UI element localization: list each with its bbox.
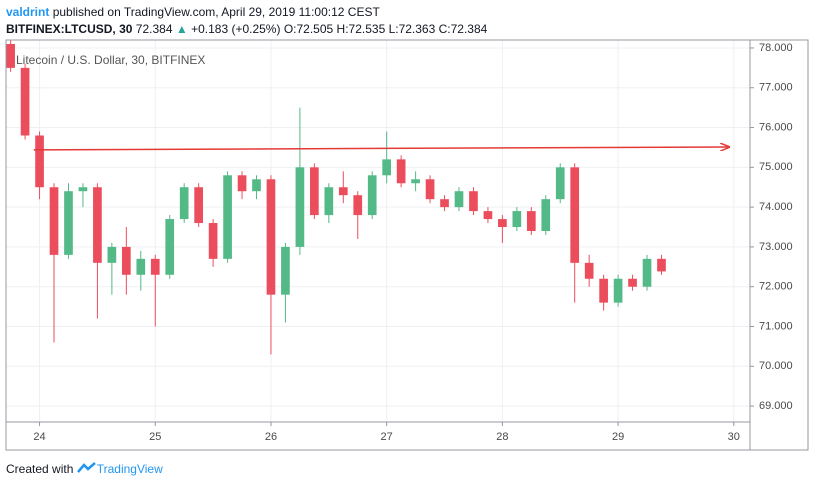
candle-body [237,175,247,192]
trend-line [33,147,729,150]
last: 72.384 [135,22,173,36]
candle-body [396,159,406,184]
candle-body [570,167,580,263]
y-tick-label: 73.000 [759,241,793,253]
candle-body [498,219,507,228]
candle-body [642,258,652,287]
header-line: valdrint published on TradingView.com, A… [6,5,380,19]
candle-body [367,175,377,216]
candle-body [599,278,608,303]
candle-body [136,258,146,275]
candle-body [194,187,203,224]
x-tick-label: 28 [496,431,508,443]
candle-body [93,187,102,263]
candle-body [295,167,305,247]
x-tick-label: 27 [381,431,393,443]
candle-body [628,278,637,287]
x-tick-label: 25 [149,431,161,443]
x-tick-label: 24 [33,431,45,443]
candle-body [555,167,565,200]
candle-body [584,262,594,279]
published: published on TradingView.com, April 29, … [52,5,380,19]
y-axis-box [749,39,809,451]
candle-body [252,179,261,192]
candle-body [454,191,464,208]
candle-body [107,246,117,263]
candle-body [6,43,15,68]
y-tick-label: 75.000 [759,161,793,173]
y-tick-label: 78.000 [759,42,793,54]
candle-body [64,191,73,255]
candle-body [223,175,232,259]
chart: Litecoin / U.S. Dollar, 30, BITFINEX 69.… [5,39,809,451]
x-axis-box [5,421,751,451]
candle-body [78,187,88,192]
candle-body [20,67,30,136]
y-tick-label: 70.000 [759,360,793,372]
candle-body [338,187,348,196]
candle-body [425,179,435,200]
symbol: BITFINEX:LTCUSD, 30 [6,22,133,36]
candle-body [440,199,449,208]
candle-body [324,187,334,216]
x-tick-label: 30 [728,431,740,443]
candle-body [266,179,276,295]
candle-body [353,195,363,216]
candle-body [150,258,160,275]
candle-body [35,135,44,188]
candle-body [411,179,420,184]
candle-body [526,211,536,231]
candle-body [483,211,493,220]
candle-body [121,246,131,275]
candle-body [613,278,623,303]
author: valdrint [6,5,50,19]
y-tick-label: 76.000 [759,121,793,133]
logo [76,462,96,473]
y-tick-label: 71.000 [759,320,793,332]
candle-body [49,187,59,255]
candle-body [310,167,319,216]
plot-border [5,39,751,423]
candle-body [512,211,522,228]
candle-body [541,199,551,231]
change: +0.183 (+0.25%) [191,22,281,36]
candle-body [382,159,392,176]
y-tick-label: 72.000 [759,281,793,293]
created: Created with [6,462,74,476]
brand: TradingView [96,462,163,476]
footer: Created with TradingView [6,461,163,476]
ohlc: O:72.505 H:72.535 L:72.363 C:72.384 [283,22,488,36]
candle-body [165,219,175,275]
quote-line: BITFINEX:LTCUSD, 30 72.384 ▲ +0.183 (+0.… [6,22,487,36]
change-icon: ▲ [175,22,188,36]
candle-body [469,191,478,212]
candle-body [208,223,218,259]
legend: Litecoin / U.S. Dollar, 30, BITFINEX [16,53,205,67]
candle-body [179,187,189,220]
y-tick-label: 69.000 [759,400,793,412]
x-tick-label: 26 [265,431,277,443]
candle-body [657,258,666,272]
candle-body [281,246,290,295]
y-tick-label: 74.000 [759,201,793,213]
x-tick-label: 29 [612,431,624,443]
y-tick-label: 77.000 [759,82,793,94]
